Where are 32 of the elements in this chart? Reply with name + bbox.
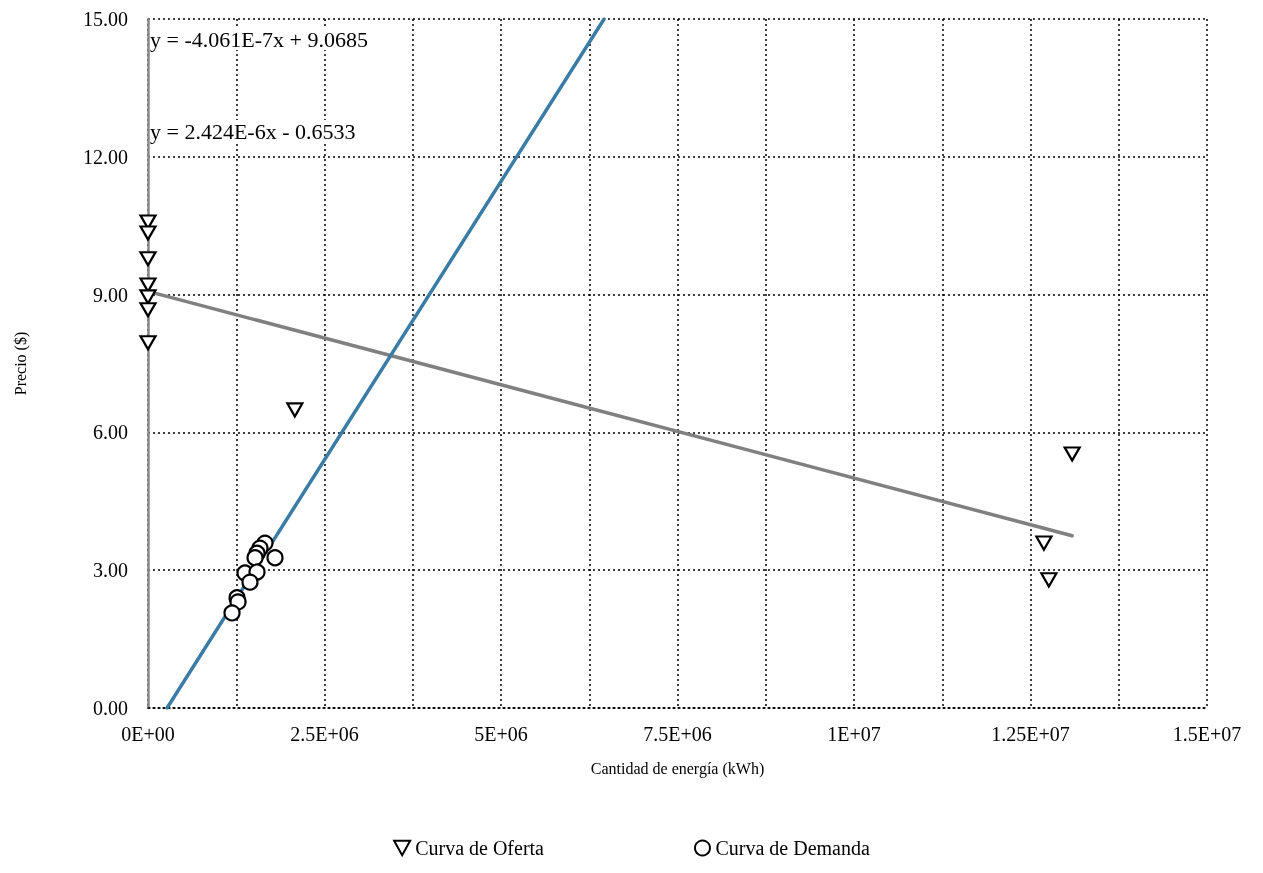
x-axis-title: Cantidad de energía (kWh) <box>590 759 765 778</box>
y-tick-label: 9.00 <box>93 283 128 306</box>
legend-label: Curva de Demanda <box>715 837 870 859</box>
annotation: y = 2.424E-6x - 0.6533 <box>150 118 356 144</box>
legend-label: Curva de Oferta <box>415 837 545 859</box>
y-axis-title: Precio ($) <box>11 331 30 396</box>
point <box>1040 572 1058 588</box>
y-tick-label: 6.00 <box>93 421 128 444</box>
y-tick-label: 0.00 <box>93 697 128 719</box>
point <box>223 604 241 622</box>
point <box>241 573 259 591</box>
x-tick-label: 1.5E+07 <box>1172 723 1242 745</box>
point <box>286 402 304 418</box>
x-tick-label: 1E+07 <box>827 723 881 745</box>
x-tick-label: 0E+00 <box>121 723 175 745</box>
point <box>139 335 157 351</box>
point <box>1035 535 1053 551</box>
point <box>1063 446 1081 462</box>
x-tick-label: 1.25E+07 <box>991 723 1070 745</box>
x-tick-label: 7.5E+06 <box>643 723 712 745</box>
point <box>246 549 264 567</box>
point <box>139 251 157 267</box>
point <box>266 549 284 567</box>
y-tick-label: 15.00 <box>83 8 128 30</box>
point <box>139 289 157 305</box>
x-tick-label: 5E+06 <box>474 723 528 745</box>
y-tick-label: 12.00 <box>83 145 128 168</box>
y-tick-label: 3.00 <box>93 559 128 582</box>
point <box>139 225 157 241</box>
annotation: y = -4.061E-7x + 9.0685 <box>150 26 368 52</box>
point <box>139 302 157 318</box>
x-tick-label: 2.5E+06 <box>290 723 359 745</box>
